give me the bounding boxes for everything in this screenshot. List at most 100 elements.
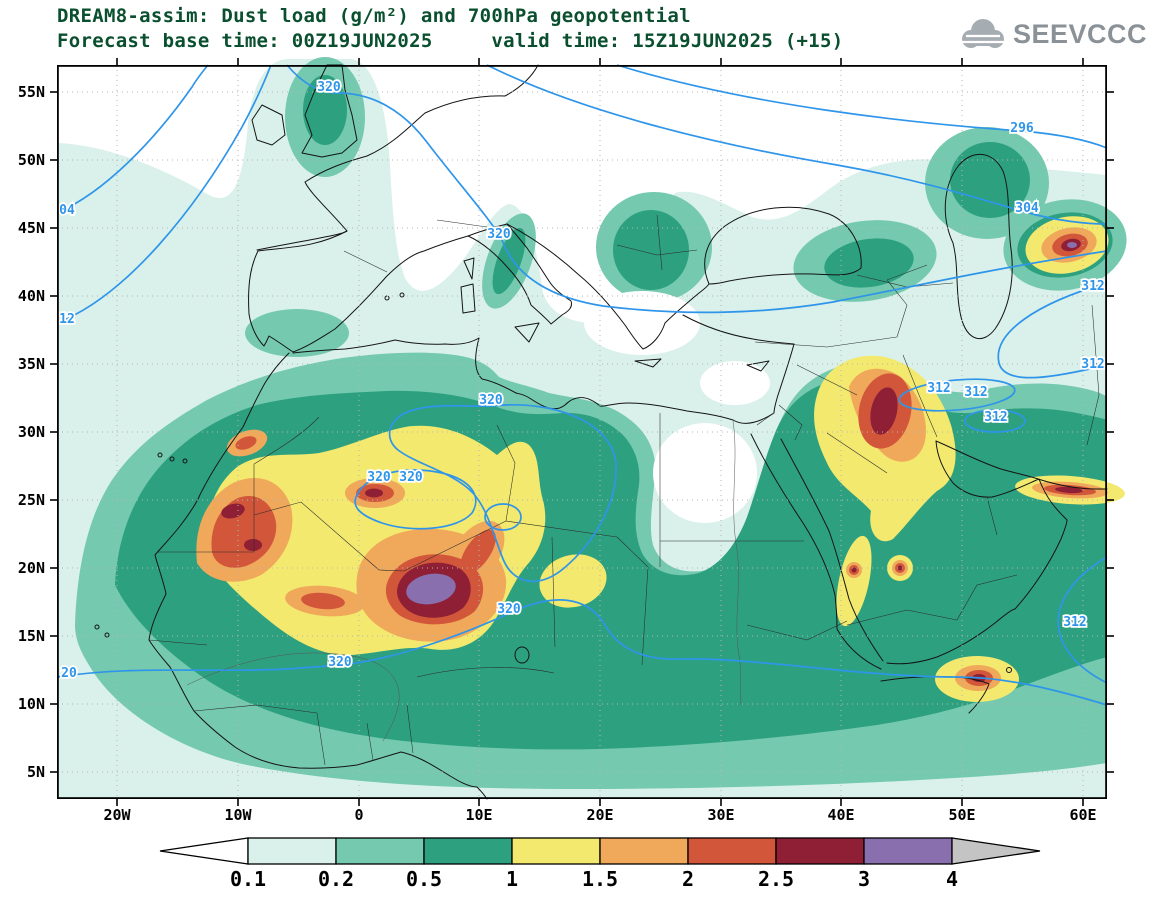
- chart-title: DREAM8-assim: Dust load (g/m²) and 700hP…: [57, 5, 691, 27]
- map-frame: [56, 64, 1107, 800]
- contour-320-algeria-loop: [354, 469, 477, 530]
- colorbar-boundary-label: 3: [858, 867, 870, 891]
- lon-tick-label: 60E: [1069, 806, 1097, 824]
- lon-tick-label: 10E: [465, 806, 493, 824]
- contour-312-right-bulge: [997, 282, 1108, 379]
- dust-region-central-purple: [406, 573, 456, 605]
- river-nile: [732, 420, 742, 706]
- contour-304-main: [486, 64, 1108, 225]
- contour-296: [616, 64, 1108, 149]
- coast-red-sea-east: [780, 438, 884, 662]
- colorbar-cell: [775, 837, 865, 865]
- lat-tick-label: 55N: [17, 83, 45, 101]
- lake-chad: [514, 646, 530, 664]
- island-canary-3: [182, 458, 188, 464]
- coast-black-sea: [704, 206, 862, 285]
- coast-west-africa: [148, 352, 488, 800]
- island-balearic-2: [399, 292, 405, 298]
- lon-axis: 20W 10W 0 10E 20E 30E 40E 50E 60E: [57, 806, 1107, 830]
- dust-level-3: [406, 242, 1077, 605]
- geopotential-contours: [56, 64, 1108, 706]
- lat-tick-label: 30N: [17, 423, 45, 441]
- coast-gulf-of-aden-africa: [880, 676, 990, 714]
- coast-turkey-levant-nafrica: [292, 314, 795, 424]
- colorbar-arrow-below-min: [159, 837, 249, 865]
- coast-iberia-south-med: [248, 235, 469, 353]
- colorbar-arrow-above-max: [951, 837, 1041, 865]
- colorbar-boundary-label: 2.5: [758, 867, 794, 891]
- lat-tick-label: 15N: [17, 627, 45, 645]
- dust-region-saudi-maroon: [897, 565, 903, 571]
- coast-corsica: [463, 257, 475, 280]
- colorbar-cell: [687, 837, 777, 865]
- lon-tick-label: 30E: [707, 806, 735, 824]
- dust-region-chad-yellow: [539, 554, 607, 608]
- coast-iberia-north: [248, 230, 348, 315]
- geopotential-label: 320: [497, 602, 521, 617]
- dust-region-iran-maroon: [1055, 486, 1083, 494]
- geopotential-label: 312: [984, 410, 1007, 425]
- graticule: [57, 65, 1107, 799]
- contour-320-small-loop: [484, 503, 522, 531]
- contour-312-iraq-loop-2: [964, 409, 1026, 433]
- dust-region-mauritania-maroon-b: [244, 539, 262, 551]
- coast-britain: [301, 64, 358, 158]
- geopotential-label: 320: [317, 80, 341, 95]
- geopotential-label: 12: [59, 312, 75, 327]
- geopotential-label: 312: [1081, 357, 1104, 372]
- colorbar-cell: [335, 837, 425, 865]
- dust-region-uzbek-purple: [1067, 242, 1077, 248]
- lat-tick-label: 10N: [17, 695, 45, 713]
- geopotential-label: 320: [328, 655, 352, 670]
- dust-region-nmali-maroon: [365, 488, 383, 498]
- geopotential-label: 320: [399, 470, 423, 485]
- coast-crete: [634, 358, 662, 368]
- island-socotra: [1006, 667, 1012, 673]
- colorbar-boundary-label: 0.2: [318, 867, 354, 891]
- clear-aegean: [584, 291, 700, 355]
- geopotential-label: 320: [367, 470, 391, 485]
- cloud-icon: [959, 19, 1006, 48]
- lat-axis: 55N 50N 45N 40N 35N 30N 25N 20N 15N 10N 5N: [0, 65, 47, 799]
- lat-tick-label: 40N: [17, 287, 45, 305]
- geopotential-contour-labels: 320 296 304 312 320 04 12 320 312 312 312 312 320 320…: [57, 78, 1106, 683]
- coast-red-sea-west: [750, 433, 882, 670]
- dust-region-morocco-red: [235, 436, 257, 450]
- colorbar-cell: [247, 837, 337, 865]
- coast-sardinia: [460, 283, 476, 314]
- island-capeverde-2: [104, 632, 110, 638]
- dust-region-andalusia: [245, 309, 349, 357]
- geopotential-label: 312: [1081, 279, 1104, 294]
- coast-gulf-north-iran: [935, 440, 1108, 490]
- geopotential-label: 304: [1015, 201, 1039, 216]
- colorbar-boundary-label: 0.1: [230, 867, 266, 891]
- map-svg: 320 296 304 312 320 04 12 320 312 312 312 312 320 320…: [50, 57, 1127, 806]
- lon-tick-label: 20E: [586, 806, 614, 824]
- colorbar-boundary-label: 4: [946, 867, 958, 891]
- geopotential-label: 320: [479, 393, 503, 408]
- colorbar-cell: [511, 837, 601, 865]
- contour-312-left: [56, 64, 272, 324]
- geopotential-label: 20: [61, 666, 77, 681]
- dust-region-central-west-red: [301, 592, 345, 610]
- clear-egypt: [653, 423, 757, 523]
- dust-region-mauritania-maroon-a: [221, 503, 245, 519]
- axis-ticks: [50, 58, 1114, 806]
- lat-tick-label: 25N: [17, 491, 45, 509]
- contour-304-left: [56, 64, 209, 214]
- colorbar-cell: [863, 837, 953, 865]
- coast-cyprus: [746, 360, 770, 372]
- lat-tick-label: 45N: [17, 219, 45, 237]
- lat-tick-label: 35N: [17, 355, 45, 373]
- geopotential-label: 320: [487, 227, 511, 242]
- contour-320-europe: [286, 64, 1108, 314]
- dust-region-redsea-yellow: [836, 535, 872, 627]
- coastlines: [94, 64, 1108, 800]
- colorbar-cell: [599, 837, 689, 865]
- dust-region-italy-core: [492, 227, 526, 295]
- dust-region-iraq-maroon: [870, 387, 898, 435]
- island-canary-2: [169, 456, 175, 462]
- lat-tick-label: 5N: [26, 763, 45, 781]
- coast-ireland: [251, 104, 286, 146]
- colorbar-cell: [423, 837, 513, 865]
